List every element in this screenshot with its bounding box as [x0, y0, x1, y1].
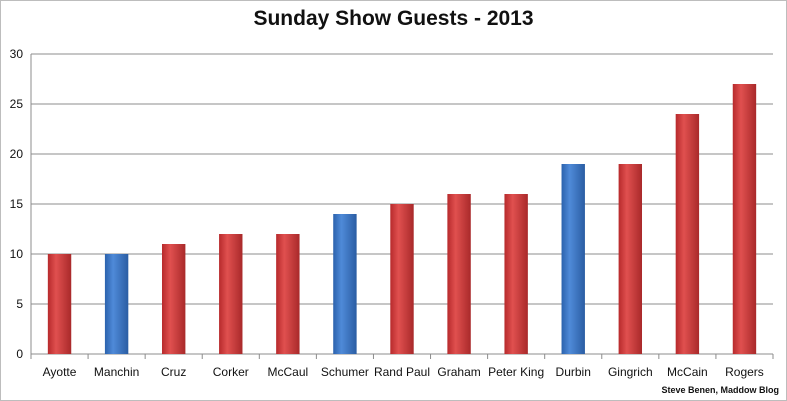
- bar-mccaul: [276, 234, 300, 354]
- y-tick-label: 10: [10, 247, 24, 261]
- source-credit: Steve Benen, Maddow Blog: [661, 385, 779, 395]
- chart-title: Sunday Show Guests - 2013: [253, 7, 534, 30]
- x-tick-label: Gingrich: [608, 365, 653, 379]
- x-tick-label: Schumer: [321, 365, 369, 379]
- tick-labels: 0 5 10 15 20 25 30 Ayotte Manchin Cruz Corker McCau…: [10, 47, 764, 379]
- x-tick-label: Ayotte: [43, 365, 77, 379]
- bar-gingrich: [618, 164, 643, 354]
- y-tick-label: 20: [10, 147, 24, 161]
- bar-corker: [219, 234, 243, 354]
- bar-peter-king: [504, 194, 528, 354]
- bar-graham: [447, 194, 471, 354]
- x-tick-label: Cruz: [161, 365, 186, 379]
- bar-mccain: [675, 114, 700, 354]
- bar-ayotte: [47, 254, 72, 354]
- y-tick-label: 15: [10, 197, 24, 211]
- bar-rand-paul: [390, 204, 414, 354]
- bars: [47, 84, 757, 354]
- bar-cruz: [161, 244, 186, 354]
- x-tick-label: Peter King: [488, 365, 544, 379]
- bar-manchin: [104, 254, 129, 354]
- y-tick-label: 30: [10, 47, 24, 61]
- x-tick-label: Rogers: [725, 365, 764, 379]
- x-tick-label: Rand Paul: [374, 365, 430, 379]
- x-tick-label: Durbin: [556, 365, 591, 379]
- bar-durbin: [561, 164, 585, 354]
- y-tick-label: 0: [16, 347, 23, 361]
- y-tick-label: 25: [10, 97, 24, 111]
- bar-rogers: [732, 84, 757, 354]
- bar-schumer: [333, 214, 357, 354]
- x-tick-label: Graham: [437, 365, 480, 379]
- y-tick-label: 5: [16, 297, 23, 311]
- x-tick-label: McCain: [667, 365, 708, 379]
- x-tick-label: Manchin: [94, 365, 139, 379]
- x-tick-label: Corker: [213, 365, 249, 379]
- x-tick-label: McCaul: [268, 365, 309, 379]
